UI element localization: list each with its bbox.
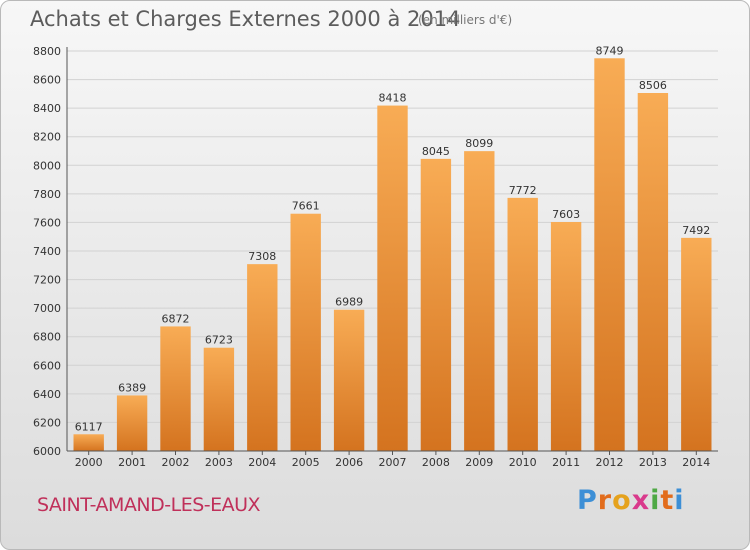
bar[interactable] [681,237,712,451]
bar-value-label: 6989 [335,296,363,309]
bar-value-label: 7772 [509,184,537,197]
logo-letter: r [597,485,613,516]
x-tick-label: 2013 [639,456,667,469]
bar-value-label: 6389 [118,381,146,394]
x-tick-label: 2012 [596,456,624,469]
bar-value-label: 6117 [75,420,103,433]
y-tick-label: 6800 [33,331,61,344]
y-tick-label: 6400 [33,388,61,401]
y-tick-label: 7600 [33,216,61,229]
logo-letter: i [650,485,661,516]
y-tick-label: 6600 [33,359,61,372]
chart-subtitle: (en milliers d'€) [418,13,513,27]
x-tick-label: 2002 [162,456,190,469]
x-tick-label: 2014 [682,456,710,469]
logo-letter: P [577,485,598,516]
y-tick-label: 8000 [33,159,61,172]
bar-value-label: 8506 [639,79,667,92]
y-tick-label: 6200 [33,416,61,429]
bar-value-label: 7603 [552,208,580,221]
bar[interactable] [116,395,148,451]
y-tick-label: 6000 [33,445,61,458]
bar-value-label: 7492 [682,224,710,237]
bar[interactable] [203,347,235,451]
chart-title: Achats et Charges Externes 2000 à 2014 [30,7,461,31]
x-tick-label: 2001 [118,456,146,469]
bar-value-label: 8749 [596,44,624,57]
logo-letter: i [674,485,685,516]
logo-letter: x [631,485,651,516]
x-tick-label: 2006 [335,456,363,469]
y-tick-label: 8400 [33,102,61,115]
y-tick-label: 8600 [33,74,61,87]
bar-value-label: 8099 [465,137,493,150]
bar[interactable] [377,105,408,452]
y-tick-label: 8800 [33,45,61,58]
y-tick-label: 7200 [33,274,61,287]
bar[interactable] [507,197,538,451]
commune-name: SAINT-AMAND-LES-EAUX [37,494,261,516]
x-tick-label: 2009 [465,456,493,469]
x-tick-label: 2007 [379,456,407,469]
bar[interactable] [637,93,669,451]
x-tick-label: 2004 [248,456,276,469]
logo-letter: t [660,485,675,516]
bar-value-label: 6723 [205,334,233,347]
x-tick-label: 2005 [292,456,320,469]
bar[interactable] [160,326,191,451]
bar-value-label: 8045 [422,145,450,158]
logo-letter: o [612,485,632,516]
bar-value-label: 8418 [379,92,407,105]
proxiti-logo[interactable]: Proxiti [577,485,685,516]
x-tick-label: 2008 [422,456,450,469]
x-tick-label: 2011 [552,456,580,469]
bar-value-label: 7661 [292,200,320,213]
y-tick-label: 8200 [33,131,61,144]
bar[interactable] [333,309,365,451]
y-tick-label: 7000 [33,302,61,315]
x-tick-label: 2010 [509,456,537,469]
bar[interactable] [290,213,321,451]
bar-value-label: 7308 [248,250,276,263]
bar[interactable] [550,222,582,451]
bar-value-label: 6872 [162,312,190,325]
x-tick-label: 2003 [205,456,233,469]
y-tick-label: 7400 [33,245,61,258]
bar[interactable] [594,58,625,452]
y-tick-label: 7800 [33,188,61,201]
bar[interactable] [464,151,495,451]
x-tick-label: 2000 [75,456,103,469]
bar[interactable] [247,264,278,451]
bar[interactable] [420,158,452,451]
bar[interactable] [73,434,104,451]
